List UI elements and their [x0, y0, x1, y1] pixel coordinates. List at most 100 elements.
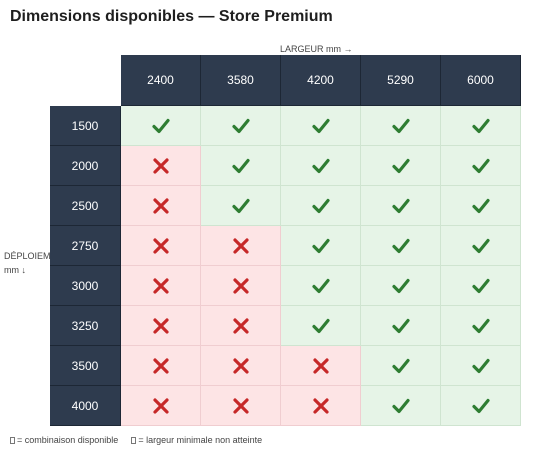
- legend-available-label: = combinaison disponible: [17, 435, 119, 445]
- check-icon: [391, 118, 410, 134]
- available-cell: [201, 106, 281, 146]
- check-icon: [391, 238, 410, 254]
- legend-cross-icon: [131, 437, 137, 444]
- check-icon: [151, 118, 170, 134]
- available-cell: [361, 226, 441, 266]
- check-icon: [231, 158, 250, 174]
- available-cell: [121, 106, 201, 146]
- y-axis-label: DÉPLOIEMENT mm ↓: [4, 251, 50, 275]
- unavailable-cell: [121, 266, 201, 306]
- legend-check-icon: [10, 437, 15, 444]
- cross-icon: [232, 277, 249, 294]
- check-icon: [311, 198, 330, 214]
- row-header: 3000: [50, 266, 121, 306]
- available-cell: [441, 106, 521, 146]
- unavailable-cell: [121, 226, 201, 266]
- available-cell: [281, 226, 361, 266]
- check-icon: [391, 358, 410, 374]
- check-icon: [311, 118, 330, 134]
- check-icon: [311, 278, 330, 294]
- cross-icon: [232, 397, 249, 414]
- column-header: 5290: [361, 55, 441, 106]
- legend-unavailable-label: = largeur minimale non atteinte: [138, 435, 263, 445]
- check-icon: [391, 398, 410, 414]
- available-cell: [441, 346, 521, 386]
- row-header: 2500: [50, 186, 121, 226]
- unavailable-cell: [121, 346, 201, 386]
- unavailable-cell: [201, 266, 281, 306]
- available-cell: [281, 266, 361, 306]
- available-cell: [281, 106, 361, 146]
- available-cell: [441, 306, 521, 346]
- cross-icon: [152, 397, 169, 414]
- unavailable-cell: [121, 186, 201, 226]
- available-cell: [361, 306, 441, 346]
- check-icon: [391, 278, 410, 294]
- check-icon: [311, 238, 330, 254]
- unavailable-cell: [201, 226, 281, 266]
- unavailable-cell: [201, 346, 281, 386]
- row-header: 2000: [50, 146, 121, 186]
- check-icon: [471, 358, 490, 374]
- column-header: 2400: [121, 55, 201, 106]
- available-cell: [361, 346, 441, 386]
- unavailable-cell: [121, 306, 201, 346]
- available-cell: [361, 146, 441, 186]
- availability-table: 2400 3580 4200 5290 6000 1500 2000 2500 2750 3000…: [50, 55, 521, 426]
- unavailable-cell: [121, 146, 201, 186]
- cross-icon: [152, 237, 169, 254]
- check-icon: [391, 158, 410, 174]
- available-cell: [361, 106, 441, 146]
- available-cell: [281, 306, 361, 346]
- check-icon: [311, 158, 330, 174]
- cross-icon: [152, 317, 169, 334]
- cross-icon: [232, 237, 249, 254]
- check-icon: [471, 158, 490, 174]
- check-icon: [471, 238, 490, 254]
- available-cell: [441, 186, 521, 226]
- check-icon: [471, 198, 490, 214]
- cross-icon: [152, 357, 169, 374]
- unavailable-cell: [281, 386, 361, 426]
- column-header: 3580: [201, 55, 281, 106]
- unavailable-cell: [121, 386, 201, 426]
- unavailable-cell: [281, 346, 361, 386]
- check-icon: [471, 118, 490, 134]
- cross-icon: [232, 357, 249, 374]
- check-icon: [231, 118, 250, 134]
- check-icon: [391, 318, 410, 334]
- cross-icon: [152, 157, 169, 174]
- column-header: 6000: [441, 55, 521, 106]
- available-cell: [441, 226, 521, 266]
- available-cell: [441, 266, 521, 306]
- check-icon: [391, 198, 410, 214]
- available-cell: [441, 146, 521, 186]
- cross-icon: [312, 357, 329, 374]
- available-cell: [441, 386, 521, 426]
- available-cell: [281, 186, 361, 226]
- cross-icon: [232, 317, 249, 334]
- available-cell: [201, 146, 281, 186]
- table-corner: [50, 55, 121, 106]
- check-icon: [311, 318, 330, 334]
- x-axis-label: LARGEUR mm →: [280, 44, 353, 54]
- row-header: 2750: [50, 226, 121, 266]
- cross-icon: [152, 197, 169, 214]
- available-cell: [361, 266, 441, 306]
- check-icon: [231, 198, 250, 214]
- check-icon: [471, 278, 490, 294]
- row-header: 3250: [50, 306, 121, 346]
- row-header: 1500: [50, 106, 121, 146]
- available-cell: [201, 186, 281, 226]
- available-cell: [361, 386, 441, 426]
- cross-icon: [152, 277, 169, 294]
- unavailable-cell: [201, 306, 281, 346]
- row-header: 3500: [50, 346, 121, 386]
- available-cell: [281, 146, 361, 186]
- check-icon: [471, 398, 490, 414]
- cross-icon: [312, 397, 329, 414]
- unavailable-cell: [201, 386, 281, 426]
- column-header: 4200: [281, 55, 361, 106]
- row-header: 4000: [50, 386, 121, 426]
- available-cell: [361, 186, 441, 226]
